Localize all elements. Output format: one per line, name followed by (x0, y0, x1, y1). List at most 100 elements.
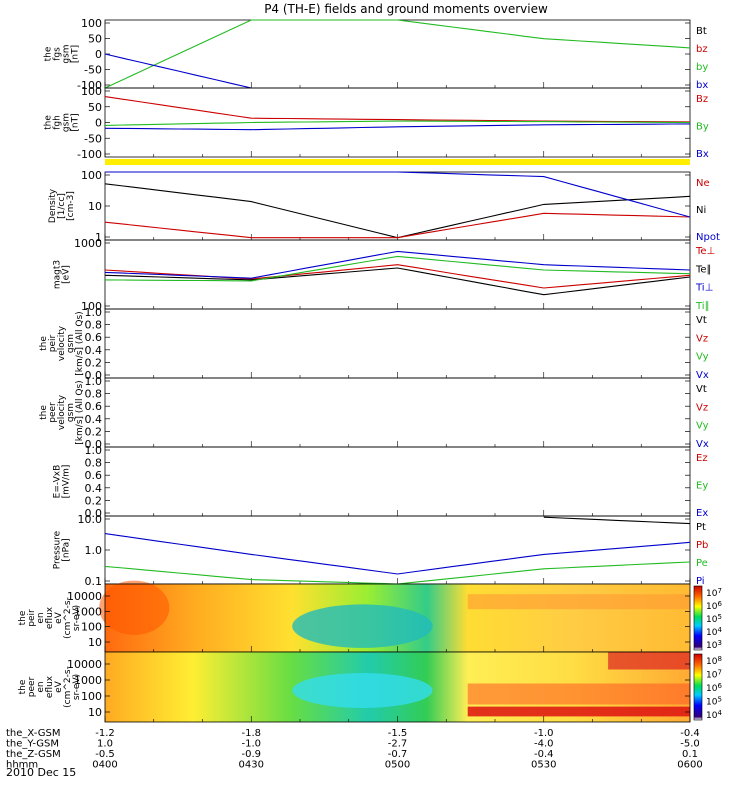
legend-entry: Bx (696, 149, 709, 160)
y-axis-label: gsm (62, 44, 72, 63)
y-axis-label: the (39, 405, 49, 420)
y-tick-label: 10000 (67, 658, 102, 671)
legend-entry: Vz (696, 333, 708, 344)
colorbar-tick-base: 10 (706, 641, 718, 651)
x-axis-value: 0.1 (682, 749, 698, 760)
series-line (543, 516, 691, 525)
colorbar-tick-base: 10 (706, 589, 718, 599)
legend-entry: Te∥ (695, 264, 712, 275)
series-fgs-bx (104, 53, 252, 89)
series-line (104, 19, 691, 89)
series-fgs-by (104, 19, 691, 89)
legend-entry: Ne (696, 178, 710, 189)
x-axis-value: -1.0 (534, 728, 554, 739)
figure-title: P4 (TH-E) fields and ground moments over… (264, 2, 548, 16)
y-tick-label: 100 (81, 621, 102, 634)
panel-frame (104, 171, 691, 241)
y-tick-label: 0.2 (85, 494, 103, 507)
series-temp-Ti⊥ (104, 250, 691, 279)
y-axis-label: sr-eV) (72, 605, 82, 631)
colorbar-tick-label: 107 (706, 669, 722, 681)
y-tick-label: 100 (81, 169, 102, 182)
legend-entry: Te⊥ (695, 246, 715, 257)
series-line (104, 267, 691, 296)
colorbar-tick-base: 10 (706, 615, 718, 625)
colorbar-tick-exp: 4 (717, 709, 722, 717)
spectrogram-feature (292, 604, 433, 648)
y-axis-label: Pressure (53, 530, 63, 569)
y-axis-label: [nPa] (62, 538, 72, 561)
y-axis-label: fgs (53, 47, 63, 61)
legend-entry: Pe (696, 558, 708, 569)
spectrogram-feature (467, 706, 690, 717)
x-axis-value: -1.5 (388, 728, 408, 739)
y-tick-label: 10 (88, 706, 102, 719)
y-tick-label: 0.0 (85, 507, 103, 520)
y-tick-label: 0.0 (85, 369, 103, 382)
panel-frame (104, 239, 691, 310)
legend-entry: Ni (696, 205, 706, 216)
colorbar-tick-exp: 5 (717, 696, 721, 704)
legend-entry: Pi (696, 576, 705, 587)
colorbar-tick-base: 10 (706, 684, 718, 694)
series-line (104, 123, 691, 131)
x-axis-value: -1.8 (241, 728, 261, 739)
series-line (104, 250, 691, 279)
y-axis-label: the (44, 115, 54, 130)
panel-frame (104, 19, 691, 89)
y-axis-label: eV (54, 611, 64, 624)
y-axis-label: (cm^2-s- (63, 597, 73, 639)
y-tick-label: 100 (81, 300, 102, 313)
colorbar-tick-exp: 5 (717, 613, 721, 621)
panel-temp: 1000 100 magt3 [eV] Te⊥ Te∥ Ti⊥ Ti∥ (53, 237, 716, 313)
y-tick-label: 0.6 (85, 400, 103, 413)
series-fgh-Bz (104, 96, 691, 123)
y-tick-label: 100 (81, 17, 102, 30)
y-axis-label: peer (48, 402, 58, 423)
series-line (104, 96, 691, 123)
y-tick-label: -100 (77, 148, 102, 161)
y-tick-label: -50 (84, 64, 102, 77)
colorbar-tick-base: 10 (706, 602, 718, 612)
colorbar-tick-label: 105 (706, 696, 722, 708)
panel-peir_vel: 1.00.80.60.40.20.0 the peir velocity gsm [km/… (39, 306, 709, 382)
y-axis-label: [eV] (62, 265, 72, 284)
legend-entry: Vz (696, 402, 708, 413)
y-axis-label: gsm (66, 403, 76, 422)
y-axis-label: [km/s] (All Qs) (75, 311, 85, 375)
series-line (104, 53, 252, 89)
colorbar-tick-exp: 7 (717, 587, 721, 595)
series-line (104, 255, 691, 282)
series-temp-Te∥ (104, 267, 691, 296)
y-axis-label: the (18, 679, 28, 694)
panel-density: 100 10 1 Density [1/cc] [cm-3] Ne Ni Npot (48, 169, 720, 244)
x-axis-value: -0.4 (680, 728, 700, 739)
x-axis-value: 0400 (92, 760, 117, 771)
x-axis-value: 0430 (239, 760, 264, 771)
colorbar-tick-label: 104 (706, 626, 722, 638)
y-tick-label: 10 (88, 200, 102, 213)
y-axis-label: the (18, 610, 28, 625)
y-axis-label: Density (48, 188, 58, 223)
colorbar-tick-exp: 8 (717, 655, 721, 663)
y-tick-label: 0.4 (85, 413, 103, 426)
y-tick-label: 1000 (74, 605, 102, 618)
spectrogram-feature (467, 683, 690, 705)
x-axis-value: -2.7 (388, 739, 408, 750)
y-axis-label: [1/cc] (57, 193, 67, 219)
x-axis-value: -0.5 (95, 749, 115, 760)
x-axis-value: -1.2 (95, 728, 115, 739)
y-tick-label: 0.6 (85, 469, 103, 482)
y-axis-label: eV (54, 680, 64, 693)
y-tick-label: 1.0 (85, 306, 103, 319)
y-axis-label: [nT] (71, 113, 81, 131)
x-axis-value: 0530 (531, 760, 556, 771)
y-tick-label: 100 (81, 690, 102, 703)
colorbar-tick-base: 10 (706, 671, 718, 681)
y-tick-label: -50 (84, 132, 102, 145)
colorbar-tick-base: 10 (706, 698, 718, 708)
y-tick-label: 0.8 (85, 457, 103, 470)
